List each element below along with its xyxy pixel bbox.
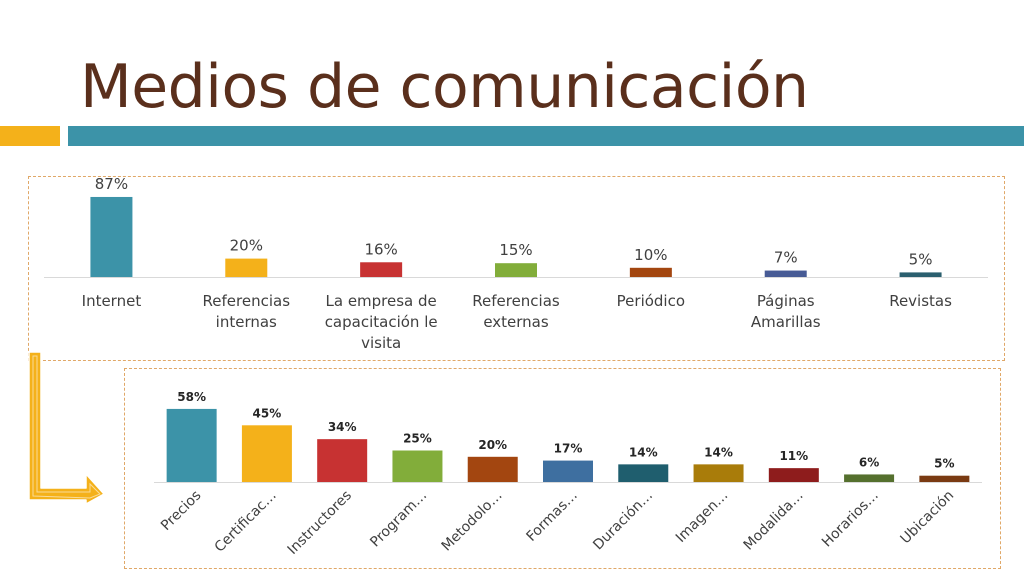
bar: [392, 450, 443, 482]
data-label: 14%: [704, 445, 733, 459]
chart-1-svg: 87% Internet 20% Referencias internas 16% La e…: [44, 176, 988, 352]
bar: [618, 464, 669, 482]
data-label: 16%: [364, 240, 397, 258]
category-label: Periódico: [617, 292, 685, 310]
bar: [360, 262, 403, 277]
data-label: 25%: [403, 432, 432, 446]
category-label: Duración…: [590, 488, 656, 554]
category-label: Modalida…: [741, 488, 807, 554]
category-label: Formas…: [523, 488, 580, 545]
data-label: 5%: [909, 250, 933, 268]
category-label: Metodolo…: [439, 488, 506, 555]
category-label: Referencias internas: [203, 292, 291, 331]
bar: [317, 439, 368, 482]
bar: [225, 258, 268, 277]
category-label: Imagen…: [673, 488, 731, 546]
category-label: Certificac…: [212, 488, 280, 556]
chart-1-frame: [28, 176, 1005, 361]
data-label: 17%: [554, 442, 583, 456]
category-label: Referencias externas: [472, 292, 560, 331]
category-label: Internet: [82, 292, 142, 310]
data-label: 34%: [328, 420, 357, 434]
category-label: Páginas Amarillas: [751, 292, 821, 331]
bar: [764, 270, 807, 277]
data-label: 6%: [859, 455, 879, 469]
bar: [241, 425, 292, 482]
data-label: 5%: [934, 457, 954, 471]
bar: [543, 460, 593, 482]
bar: [629, 267, 672, 277]
data-label: 10%: [634, 246, 667, 264]
category-label: La empresa de capacitación le visita: [325, 292, 438, 352]
data-label: 58%: [177, 390, 206, 404]
bar: [495, 263, 537, 277]
category-label: Revistas: [889, 292, 952, 310]
bar: [467, 456, 518, 482]
bar: [899, 272, 942, 277]
title-accent-bar: [0, 126, 60, 146]
data-label: 11%: [779, 449, 808, 463]
bar: [90, 196, 133, 277]
slide-title: Medios de comunicación: [80, 52, 809, 122]
data-label: 20%: [478, 438, 507, 452]
bar: [693, 464, 744, 482]
bar: [768, 468, 819, 482]
data-label: 20%: [230, 237, 263, 255]
data-label: 87%: [95, 176, 128, 193]
data-label: 14%: [629, 445, 658, 459]
bar: [919, 475, 970, 482]
data-label: 7%: [774, 249, 798, 267]
title-underline-bar: [68, 126, 1024, 146]
down-right-arrow-icon: [28, 351, 105, 505]
chart-2-frame: [124, 368, 1001, 569]
category-label: Precios: [158, 488, 204, 534]
category-label: Instructores: [285, 488, 355, 558]
category-label: Program…: [367, 488, 430, 551]
bar: [166, 408, 217, 482]
category-label: Horarios…: [819, 488, 882, 551]
bar: [844, 474, 895, 482]
category-label: Ubicación: [898, 488, 958, 548]
data-label: 45%: [253, 406, 282, 420]
data-label: 15%: [499, 241, 532, 259]
chart-2-svg: 58% Precios 45% Certificac… 34% Instructores 2…: [154, 390, 982, 558]
